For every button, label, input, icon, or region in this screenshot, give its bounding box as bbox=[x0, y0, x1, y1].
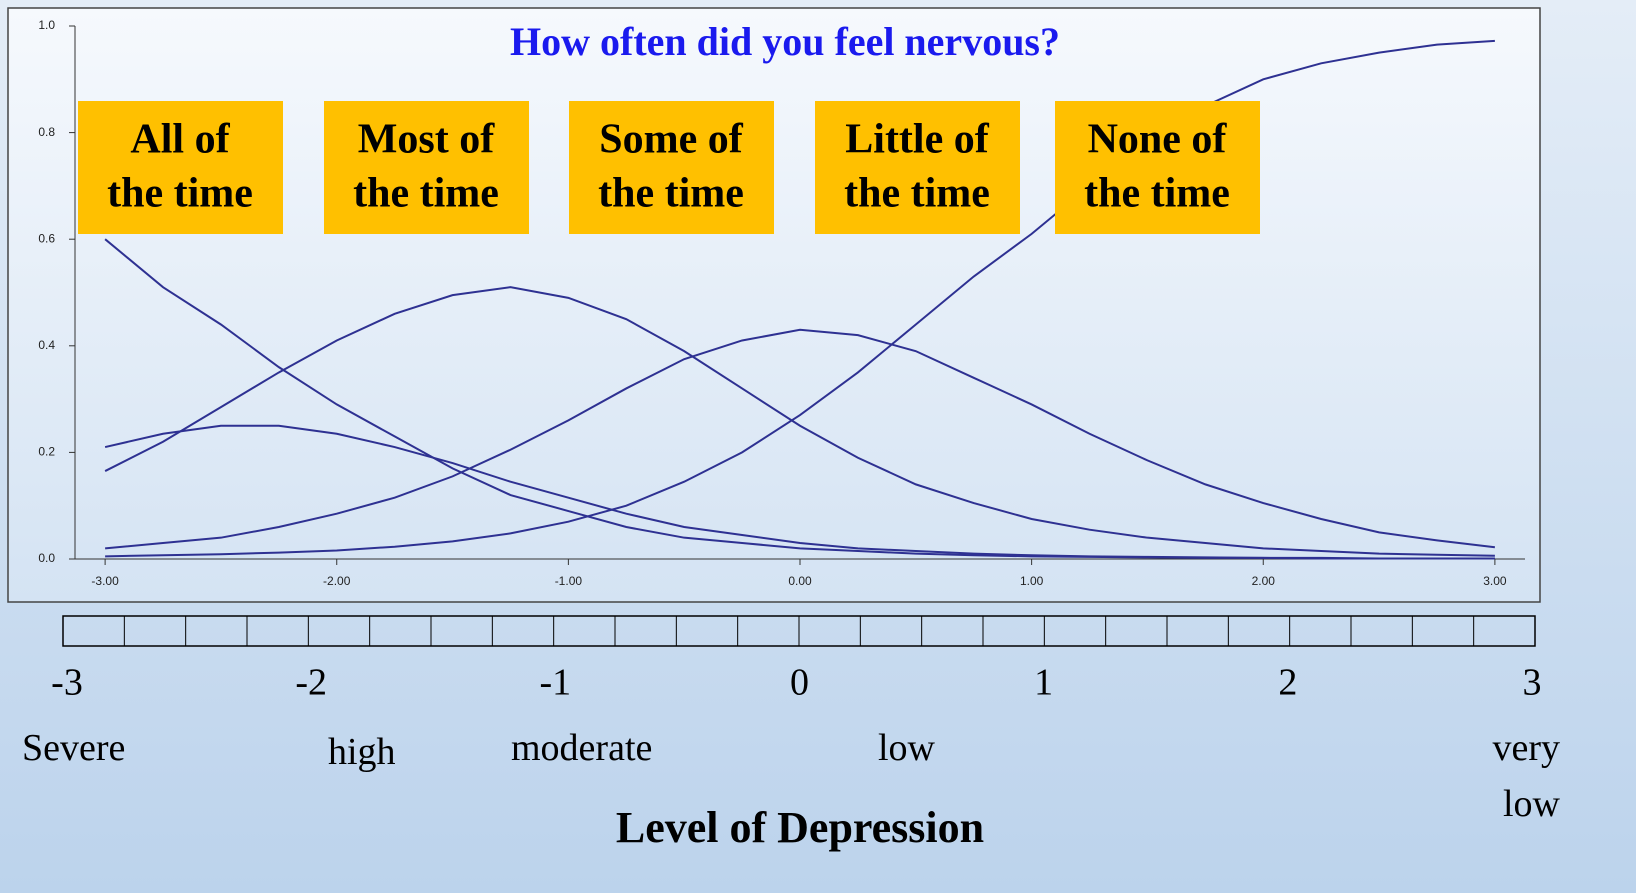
x-tick-label: 2.00 bbox=[1252, 574, 1276, 588]
scale-tick-label: 3 bbox=[1523, 662, 1542, 704]
x-tick-label: -1.00 bbox=[555, 574, 583, 588]
level-label: Severe bbox=[22, 727, 126, 769]
series-line bbox=[105, 39, 1495, 558]
x-tick-label: 1.00 bbox=[1020, 574, 1044, 588]
annotation-text: Little of bbox=[845, 117, 989, 163]
annotation-box bbox=[815, 101, 1020, 234]
y-tick-label: 0.0 bbox=[38, 551, 55, 565]
annotation-text: the time bbox=[844, 171, 990, 217]
x-tick-label: 0.00 bbox=[788, 574, 812, 588]
annotation-text: the time bbox=[353, 171, 499, 217]
series-line bbox=[104, 424, 1495, 560]
x-tick-label: -2.00 bbox=[323, 574, 351, 588]
annotation-text: None of bbox=[1088, 117, 1228, 163]
annotations: All of the time Most of the time Some of the … bbox=[78, 101, 1260, 234]
plot: 0.0 0.2 0.4 0.6 0.8 1.0 -3.00 -2.00 -1.00 0.00 1.0… bbox=[38, 18, 1507, 588]
series-line bbox=[104, 286, 1495, 557]
level-label: low bbox=[878, 727, 935, 769]
level-label: moderate bbox=[511, 727, 653, 769]
series-line bbox=[105, 328, 1496, 550]
scale-tick-label: 1 bbox=[1034, 662, 1053, 704]
annotation-text: Some of bbox=[599, 117, 743, 163]
y-tick-label: 1.0 bbox=[38, 18, 55, 32]
x-axis-title: Level of Depression bbox=[615, 803, 985, 852]
annotation-box bbox=[324, 101, 529, 234]
annotation-text: Most of bbox=[358, 117, 495, 163]
chart-title: How often did you feel nervous? bbox=[510, 19, 1060, 64]
annotation-text: All of bbox=[130, 117, 230, 163]
chart-frame bbox=[7, 7, 1541, 603]
annotation-box bbox=[569, 101, 774, 234]
y-tick-label: 0.8 bbox=[38, 125, 55, 139]
level-label: very low bbox=[1492, 727, 1560, 825]
y-tick-label: 0.6 bbox=[38, 231, 55, 245]
annotation-text: the time bbox=[1084, 171, 1230, 217]
x-tick-label: -3.00 bbox=[91, 574, 119, 588]
y-tick-label: 0.2 bbox=[38, 445, 55, 459]
y-tick-label: 0.4 bbox=[38, 338, 55, 352]
scale-tick-label: -1 bbox=[540, 662, 572, 704]
scale-tick-label: 0 bbox=[790, 662, 809, 704]
scale-tick-label: 2 bbox=[1278, 662, 1297, 704]
level-label: high bbox=[328, 731, 396, 773]
annotation-box bbox=[1055, 101, 1260, 234]
depression-scale: -3 -2 -1 0 1 2 3 bbox=[51, 615, 1542, 704]
annotation-text: the time bbox=[598, 171, 744, 217]
annotation-box bbox=[78, 101, 283, 234]
scale-tick-label: -2 bbox=[295, 662, 327, 704]
scale-tick-label: -3 bbox=[51, 662, 83, 704]
x-tick-label: 3.00 bbox=[1483, 574, 1507, 588]
annotation-text: the time bbox=[107, 171, 253, 217]
